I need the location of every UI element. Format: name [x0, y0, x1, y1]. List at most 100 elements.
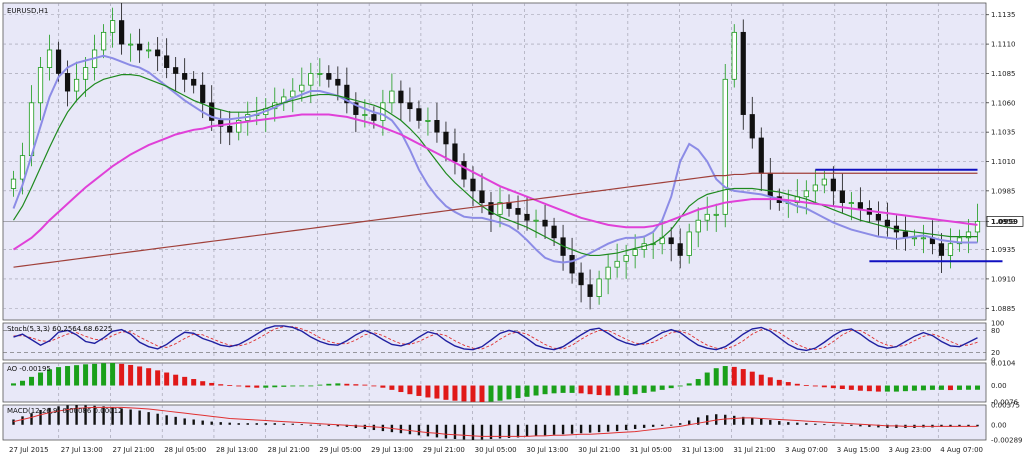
candle-body	[73, 78, 80, 92]
ao-bar	[443, 385, 449, 400]
stoch-tick-label: 100	[991, 320, 1004, 328]
ao-bar	[29, 376, 35, 386]
macd-bar	[282, 423, 285, 425]
candle-body	[209, 102, 215, 121]
stoch-signal-line	[13, 326, 978, 351]
macd-bar	[345, 424, 349, 427]
ao-bar	[236, 385, 242, 387]
macd-bar	[678, 423, 682, 425]
ao-tick-label: 0.0104	[991, 360, 1016, 368]
macd-bar	[841, 424, 844, 426]
ao-bar	[245, 385, 251, 388]
macd-bar	[255, 423, 258, 425]
ao-bar	[974, 385, 980, 390]
ao-bar	[893, 385, 899, 392]
ao-bar	[668, 385, 674, 389]
candle-body	[362, 114, 368, 116]
candle-body	[110, 20, 116, 33]
candle-body	[236, 120, 242, 133]
candle-body	[335, 78, 341, 86]
ao-bar	[344, 383, 350, 386]
ao-bar	[335, 383, 341, 386]
macd-bar	[687, 420, 691, 425]
ao-bar	[614, 385, 620, 396]
macd-bar	[291, 423, 294, 425]
ao-bar	[281, 385, 287, 387]
y-tick-label: 1.1085	[991, 70, 1016, 78]
ao-bar	[218, 384, 224, 386]
macd-bar	[967, 424, 970, 427]
macd-bar	[237, 423, 240, 425]
macd-bar	[309, 424, 313, 426]
ao-bar	[389, 385, 395, 390]
ao-bar	[101, 363, 107, 386]
ao-bar	[749, 371, 755, 386]
ao-bar	[317, 384, 323, 386]
macd-tick-label: -0.00289	[991, 437, 1022, 445]
candle-body	[164, 55, 170, 68]
macd-bar	[471, 424, 475, 440]
candle-body	[623, 255, 629, 262]
macd-bar	[408, 424, 412, 435]
macd-bar	[183, 418, 186, 425]
ao-bar	[38, 372, 44, 386]
macd-bar	[75, 405, 78, 425]
macd-bar	[21, 416, 24, 425]
ao-bar	[677, 385, 683, 387]
macd-tick-label: 0.00375	[991, 402, 1020, 410]
macd-bar	[363, 424, 367, 429]
y-tick-label: 1.1010	[991, 158, 1016, 166]
candle-body	[569, 255, 575, 274]
macd-bar	[84, 405, 87, 425]
ao-bar	[794, 383, 800, 386]
ao-bar	[812, 385, 818, 387]
macd-bar	[12, 419, 15, 425]
candle-body	[812, 184, 818, 192]
macd-bar	[66, 405, 69, 425]
stoch-tick-label: 80	[991, 327, 1000, 335]
ao-bar	[776, 379, 782, 386]
ao-bar	[272, 385, 278, 388]
macd-bar	[751, 417, 754, 425]
macd-bar	[588, 424, 592, 433]
x-tick-label: 31 Jul 13:00	[682, 446, 724, 454]
candle-body	[506, 202, 512, 209]
macd-bar	[318, 424, 322, 426]
x-tick-label: 29 Jul 05:00	[319, 446, 361, 454]
ao-bar	[740, 369, 746, 386]
ao-bar	[173, 374, 179, 386]
macd-bar	[561, 424, 565, 435]
candle-body	[182, 73, 188, 80]
macd-bar	[264, 423, 267, 425]
candle-body	[308, 73, 314, 86]
macd-bar	[336, 424, 340, 427]
macd-bar	[823, 424, 826, 426]
ao-bar	[416, 385, 422, 396]
ao-bar	[902, 385, 908, 392]
ao-bar	[632, 385, 638, 395]
ao-bar	[137, 366, 143, 386]
ao-bar	[290, 385, 296, 387]
ao-bar	[542, 385, 548, 395]
ao-bar	[497, 385, 503, 401]
ao-bar	[785, 382, 791, 386]
ao-bar	[515, 385, 521, 399]
ao-bar	[191, 379, 197, 386]
ao-bar	[713, 368, 719, 386]
macd-bar	[516, 424, 520, 438]
macd-bar	[624, 424, 628, 431]
macd-bar	[219, 422, 222, 425]
candle-body	[299, 84, 305, 92]
macd-bar	[228, 422, 231, 425]
macd-bar	[39, 410, 42, 425]
x-tick-label: 29 Jul 13:00	[371, 446, 413, 454]
ao-bar	[452, 385, 458, 401]
candle-body	[578, 272, 584, 286]
candle-body	[461, 161, 467, 180]
y-tick-label: 1.0885	[991, 305, 1016, 313]
x-tick-label: 31 Jul 05:00	[630, 446, 672, 454]
macd-bar	[453, 424, 457, 439]
macd-bar	[462, 424, 466, 440]
